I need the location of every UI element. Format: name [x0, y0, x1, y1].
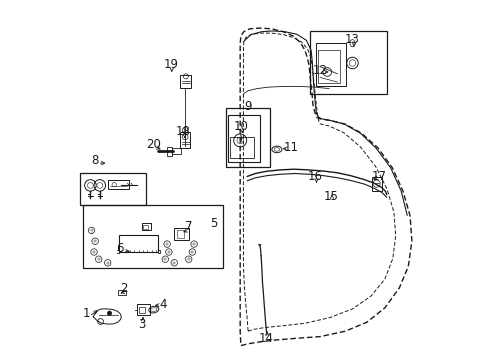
Text: 15: 15	[323, 190, 338, 203]
Bar	[179, 132, 190, 148]
Text: 19: 19	[163, 58, 178, 71]
Text: 20: 20	[146, 138, 161, 150]
Bar	[83, 205, 223, 268]
Text: 13: 13	[345, 33, 359, 46]
Text: 4: 4	[160, 298, 167, 311]
Bar	[167, 147, 172, 156]
Bar	[309, 31, 386, 94]
Bar	[180, 75, 191, 88]
Text: 3: 3	[138, 318, 145, 330]
Bar	[136, 304, 150, 315]
Bar	[118, 235, 158, 252]
Text: 2: 2	[120, 282, 127, 294]
Text: 8: 8	[91, 154, 99, 167]
Text: 1: 1	[82, 307, 90, 320]
Bar	[177, 230, 183, 238]
Text: 12: 12	[312, 64, 327, 77]
Text: 9: 9	[244, 100, 251, 113]
Text: 17: 17	[371, 170, 386, 183]
Text: 11: 11	[283, 141, 298, 154]
Text: 16: 16	[306, 170, 322, 183]
Text: 18: 18	[176, 125, 190, 138]
Bar	[139, 307, 145, 313]
Bar	[227, 115, 260, 162]
Bar	[225, 108, 269, 167]
Bar	[318, 50, 339, 83]
Bar	[171, 148, 181, 154]
Text: 14: 14	[258, 332, 273, 345]
Text: 10: 10	[233, 120, 248, 132]
Bar	[174, 228, 188, 240]
Text: 5: 5	[210, 217, 217, 230]
Bar	[107, 180, 129, 189]
Bar	[371, 177, 381, 191]
Bar	[143, 225, 147, 229]
Bar	[142, 223, 151, 230]
Text: 6: 6	[116, 242, 124, 255]
Bar	[80, 173, 146, 205]
Bar	[118, 290, 125, 295]
Bar	[315, 43, 346, 86]
Text: 7: 7	[184, 220, 192, 233]
Bar	[230, 137, 253, 158]
Circle shape	[107, 311, 111, 315]
